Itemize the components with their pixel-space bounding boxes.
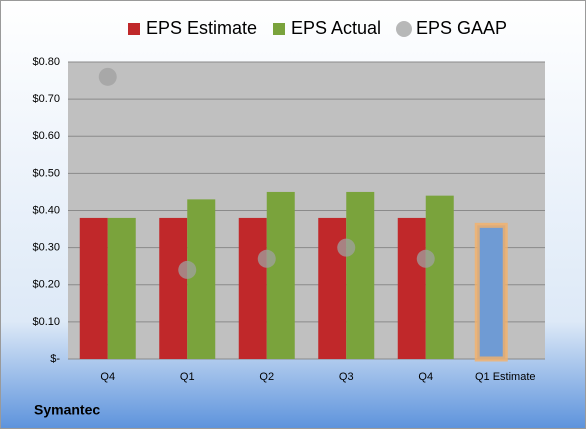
y-tick-label: $0.70 — [32, 93, 60, 105]
bar — [238, 217, 267, 359]
point — [337, 238, 356, 257]
legend-label: EPS Actual — [291, 18, 381, 38]
point — [416, 249, 435, 268]
y-tick-label: $0.40 — [32, 204, 60, 216]
x-tick-label: Q1 Estimate — [475, 371, 536, 383]
bar — [318, 217, 347, 359]
bar — [187, 199, 216, 359]
y-tick-label: $0.20 — [32, 279, 60, 291]
point — [257, 249, 276, 268]
x-tick-label: Q1 — [180, 371, 195, 383]
bar — [397, 217, 426, 359]
point — [98, 67, 117, 86]
bar — [159, 217, 188, 359]
legend-marker — [128, 23, 140, 35]
bar — [266, 191, 295, 359]
legend-label: EPS GAAP — [416, 18, 507, 38]
x-tick-label: Q3 — [339, 371, 354, 383]
point — [178, 260, 197, 279]
bar — [425, 195, 454, 359]
legend-marker — [396, 21, 412, 37]
x-tick-label: Q4 — [418, 371, 433, 383]
y-tick-label: $0.10 — [32, 316, 60, 328]
legend-marker — [273, 23, 285, 35]
chart-title: Symantec — [34, 402, 100, 418]
bar — [346, 191, 375, 359]
y-tick-label: $0.60 — [32, 130, 60, 142]
bar — [107, 217, 136, 359]
bar — [79, 217, 108, 359]
bar — [474, 222, 508, 362]
legend-label: EPS Estimate — [146, 18, 257, 38]
y-tick-label: $0.80 — [32, 56, 60, 68]
y-tick-label: $0.50 — [32, 167, 60, 179]
y-tick-label: $- — [50, 353, 60, 365]
x-tick-label: Q4 — [100, 371, 115, 383]
x-tick-label: Q2 — [259, 371, 274, 383]
y-tick-label: $0.30 — [32, 242, 60, 254]
